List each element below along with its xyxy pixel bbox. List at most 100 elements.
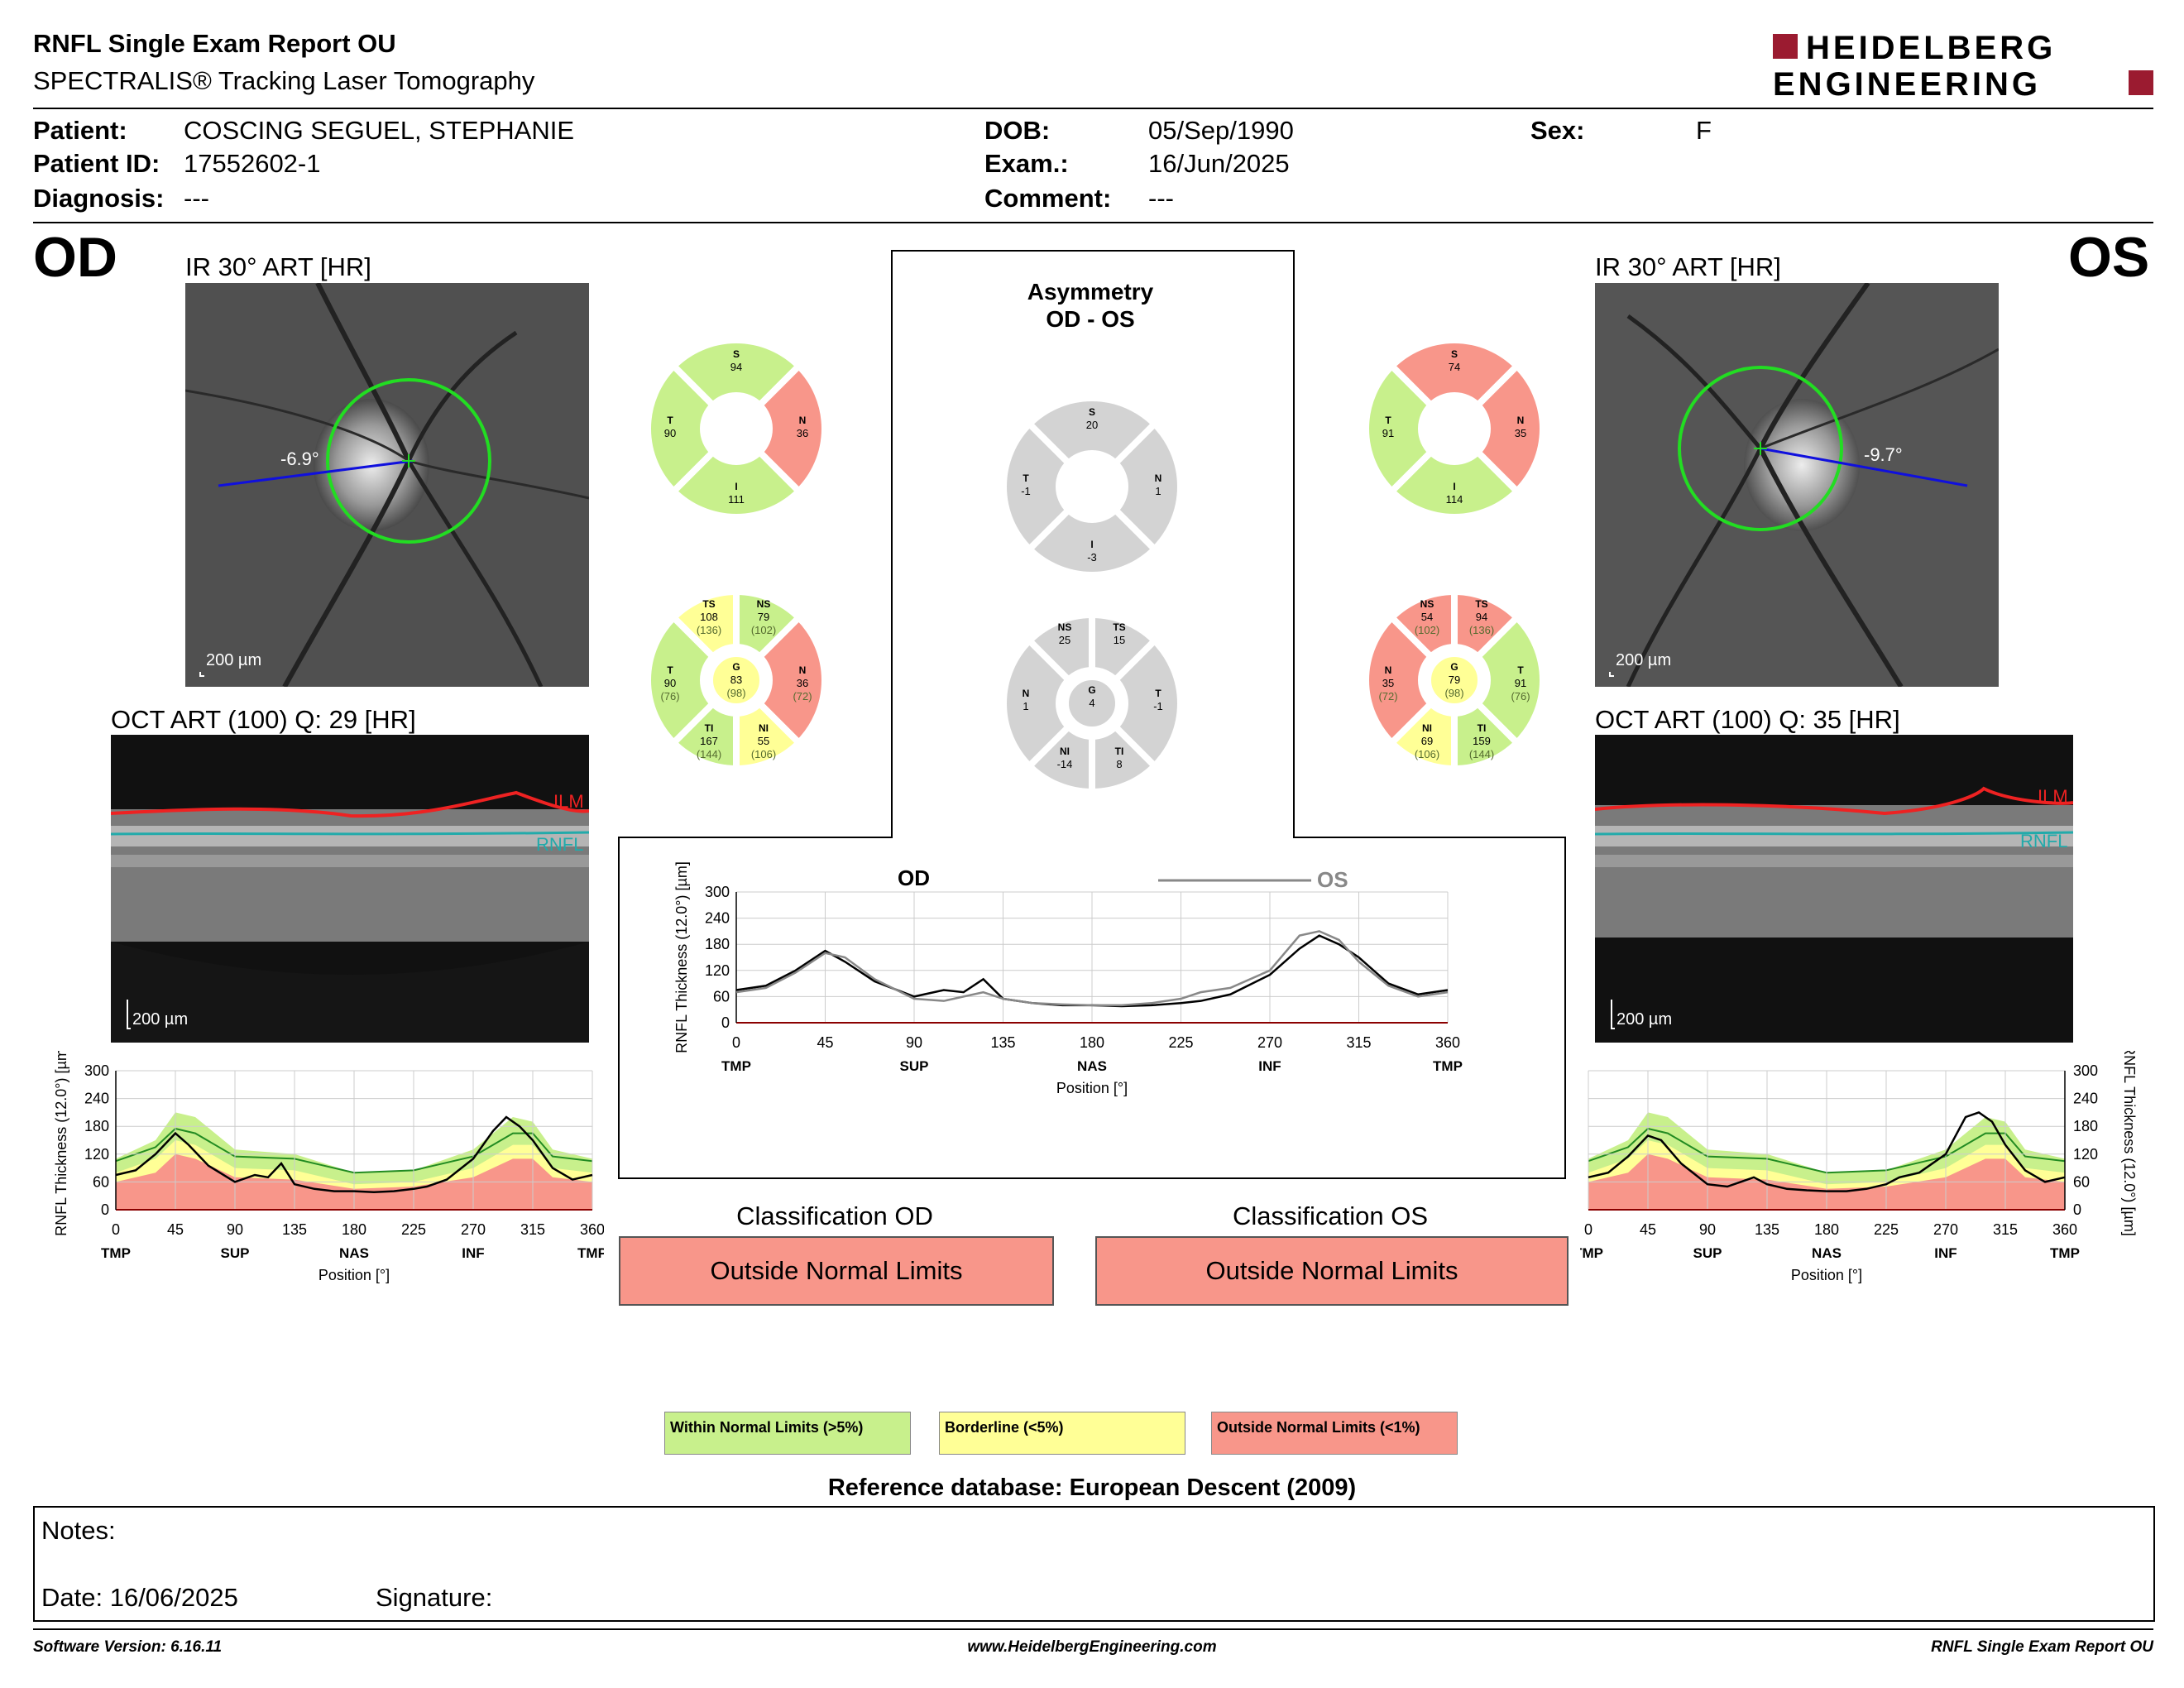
os-sector-i-label: I	[1453, 481, 1455, 492]
eye-label-os: OS	[2068, 226, 2150, 289]
os-sector-t-value: 91	[1515, 677, 1526, 689]
logo-line1: HEIDELBERG	[1806, 30, 2056, 66]
x-tick-label: 180	[1080, 1034, 1104, 1051]
od-sector-g-ref: (98)	[726, 687, 745, 699]
y-tick-label: 180	[705, 936, 730, 952]
legend-within: Within Normal Limits (>5%)	[664, 1412, 911, 1455]
od-oct-scale: 200 µm	[132, 1010, 188, 1029]
od-ir-label: IR 30° ART [HR]	[185, 252, 371, 281]
os-sector-s-value: 74	[1449, 361, 1460, 373]
x-tick-label: 270	[461, 1221, 486, 1238]
os-6sector: NS54(102)TS94(136)T91(76)TI159(144)NI69(…	[1363, 587, 1546, 773]
asym-sector-t	[1110, 635, 1184, 771]
os-ir-label: IR 30° ART [HR]	[1595, 252, 1781, 281]
x-tick-label: 270	[1933, 1221, 1958, 1238]
od-sector-t-value: 90	[664, 427, 676, 439]
y-axis-title: RNFL Thickness (12.0°) [µm]	[673, 861, 690, 1053]
x-tick-label: 225	[1874, 1221, 1899, 1238]
y-tick-label: 0	[101, 1201, 109, 1218]
os-sector-n-ref: (72)	[1378, 690, 1397, 703]
od-sector-g-label: G	[732, 661, 740, 673]
od-sector-ns-value: 79	[758, 611, 769, 623]
region-label: NAS	[1812, 1245, 1842, 1261]
os-sector-ts-ref: (136)	[1469, 624, 1494, 636]
classification-os-result: Outside Normal Limits	[1095, 1236, 1569, 1306]
x-tick-label: 90	[1699, 1221, 1716, 1238]
od-sector-t	[644, 361, 718, 496]
eye-label-od: OD	[33, 226, 117, 289]
x-tick-label: 180	[1814, 1221, 1839, 1238]
x-tick-label: 0	[112, 1221, 120, 1238]
x-tick-label: 45	[1640, 1221, 1656, 1238]
x-tick-label: 0	[732, 1034, 740, 1051]
os-sector-n	[1363, 612, 1436, 748]
x-tick-label: 135	[1755, 1221, 1779, 1238]
od-sector-ni-value: 55	[758, 735, 769, 747]
asym-sector-s	[1024, 395, 1160, 468]
od-rnfl-label: RNFL	[536, 834, 583, 855]
os-sector-s	[1387, 337, 1522, 410]
y-tick-label: 240	[705, 910, 730, 927]
os-rnfl-label: RNFL	[2020, 831, 2067, 851]
od-sector-ns-ref: (102)	[751, 624, 776, 636]
series-od-line	[115, 1115, 593, 1193]
exam-label: Exam.:	[984, 149, 1069, 178]
x-tick-label: 360	[580, 1221, 604, 1238]
os-oct-scale: 200 µm	[1616, 1010, 1672, 1029]
asym-sector-ns-label: NS	[1058, 621, 1072, 633]
asym-sector-t-label: T	[1023, 472, 1029, 484]
asym-sector-g-value: 4	[1089, 697, 1094, 709]
od-sector-n-label: N	[799, 664, 807, 676]
x-tick-label: 315	[1346, 1034, 1371, 1051]
od-sector-ts-label: TS	[702, 598, 715, 610]
od-sector-ni-ref: (106)	[751, 748, 776, 760]
logo-line2: ENGINEERING	[1773, 66, 2041, 103]
y-tick-label: 240	[84, 1091, 109, 1107]
od-oct-image: ILM RNFL 200 µm	[111, 735, 589, 1043]
report-title: RNFL Single Exam Report OU	[33, 29, 396, 58]
legend-borderline: Borderline (<5%)	[939, 1412, 1185, 1455]
asym-sector-n-value: 1	[1155, 485, 1161, 497]
od-sector-t-label: T	[667, 664, 673, 676]
region-label: NAS	[1077, 1058, 1107, 1074]
diagnosis-label: Diagnosis:	[33, 184, 165, 213]
x-tick-label: 90	[906, 1034, 922, 1051]
asym-sector-i-value: -3	[1087, 551, 1097, 563]
region-label: SUP	[900, 1058, 929, 1074]
os-sector-i	[1387, 447, 1522, 520]
os-sector-ns-value: 54	[1421, 611, 1433, 623]
x-tick-label: 315	[520, 1221, 545, 1238]
region-label: INF	[1934, 1245, 1956, 1261]
os-sector-t-label: T	[1385, 415, 1391, 426]
os-sector-ti-value: 159	[1473, 735, 1491, 747]
od-angle: -6.9°	[280, 448, 319, 469]
os-sector-n-value: 35	[1515, 427, 1526, 439]
legend-os: OS	[1317, 867, 1348, 892]
series-os-line	[1588, 1111, 2066, 1192]
patient-id-label: Patient ID:	[33, 149, 160, 178]
x-tick-label: 90	[227, 1221, 243, 1238]
x-tick-label: 0	[1584, 1221, 1592, 1238]
os-sector-ns-label: NS	[1420, 598, 1434, 610]
x-axis-title: Position [°]	[1056, 1080, 1128, 1096]
os-sector-n-label: N	[1517, 415, 1525, 426]
os-sector-g-value: 79	[1449, 674, 1460, 686]
comment-label: Comment:	[984, 184, 1112, 213]
od-sector-ts-ref: (136)	[697, 624, 721, 636]
y-tick-label: 300	[705, 884, 730, 900]
od-sector-n-ref: (72)	[793, 690, 812, 703]
diagnosis-value: ---	[184, 184, 209, 213]
region-label: SUP	[221, 1245, 250, 1261]
x-tick-label: 135	[990, 1034, 1015, 1051]
asym-sector-n-label: N	[1155, 472, 1162, 484]
y-tick-label: 120	[2073, 1146, 2098, 1163]
od-sector-ti-ref: (144)	[697, 748, 721, 760]
region-label: NAS	[339, 1245, 369, 1261]
y-tick-label: 300	[2073, 1062, 2098, 1079]
y-tick-label: 60	[2073, 1173, 2090, 1190]
x-tick-label: 135	[282, 1221, 307, 1238]
